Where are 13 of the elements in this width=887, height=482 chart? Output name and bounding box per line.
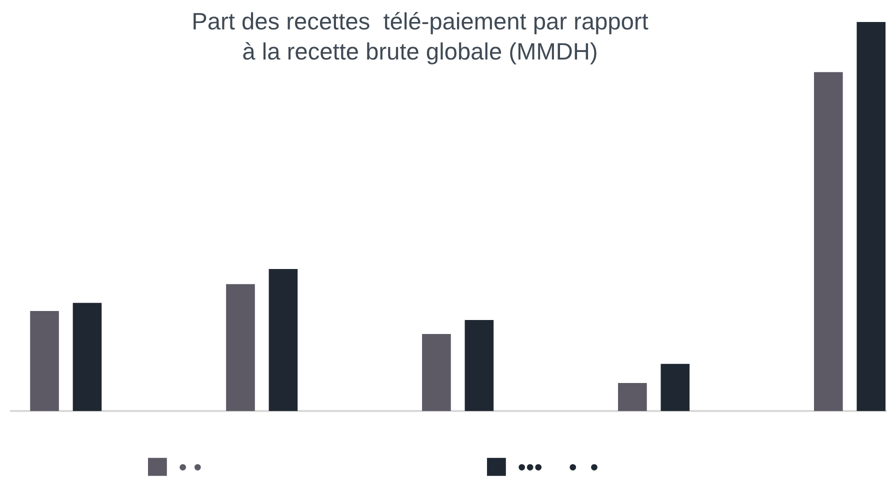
bar — [814, 72, 843, 411]
bar — [660, 364, 690, 411]
chart-title: Part des recettes télé-paiement par rapport à la recette brute globale (MMDH) — [194, 12, 648, 64]
bar — [618, 382, 647, 411]
bar — [464, 320, 494, 411]
bar — [30, 311, 59, 411]
bar — [72, 302, 102, 411]
legend-label: • • — [180, 464, 201, 470]
bar — [268, 269, 298, 411]
bar — [856, 22, 886, 411]
legend-label: ••• • • — [518, 464, 598, 470]
bar — [226, 284, 255, 411]
bar — [422, 334, 451, 411]
